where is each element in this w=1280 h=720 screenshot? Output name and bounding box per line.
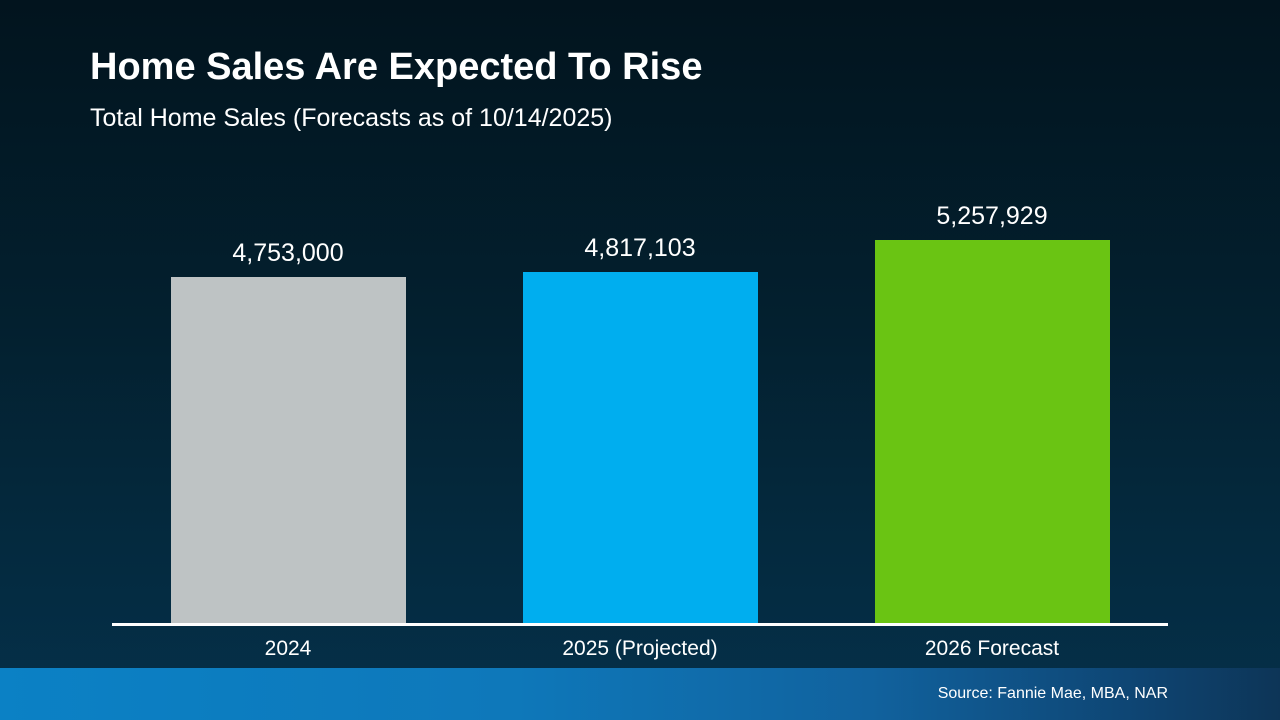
x-axis-line <box>112 623 1168 626</box>
bar-group-2025-projected: 4,817,103 <box>464 183 816 623</box>
bar-value-label-2024: 4,753,000 <box>232 239 344 267</box>
bar-2025-projected <box>522 272 758 623</box>
bar-value-label-2025-projected: 4,817,103 <box>584 234 696 262</box>
x-axis-label-2024: 2024 <box>264 637 312 660</box>
bar-chart: 4,753,000 4,817,103 5,257,929 <box>112 183 1168 623</box>
x-axis-label-2026-forecast: 2026 Forecast <box>924 637 1060 660</box>
x-axis-label-2025-projected: 2025 (Projected) <box>562 637 718 660</box>
page-title: Home Sales Are Expected To Rise <box>90 46 703 88</box>
bar-2026-forecast <box>874 240 1110 623</box>
page-subtitle: Total Home Sales (Forecasts as of 10/14/… <box>90 104 613 132</box>
x-axis-labels: 2024 2025 (Projected) 2026 Forecast <box>112 637 1168 661</box>
bar-value-label-2026-forecast: 5,257,929 <box>936 202 1048 230</box>
bar-group-2026-forecast: 5,257,929 <box>816 183 1168 623</box>
source-text: Source: Fannie Mae, MBA, NAR <box>937 685 1168 702</box>
bar-2024 <box>170 277 406 623</box>
footer-bar: Source: Fannie Mae, MBA, NAR <box>0 668 1280 720</box>
bar-group-2024: 4,753,000 <box>112 183 464 623</box>
